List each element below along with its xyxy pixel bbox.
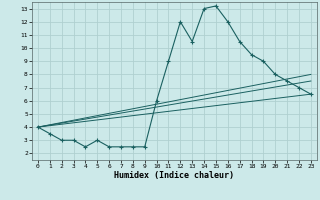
X-axis label: Humidex (Indice chaleur): Humidex (Indice chaleur) [115, 171, 234, 180]
